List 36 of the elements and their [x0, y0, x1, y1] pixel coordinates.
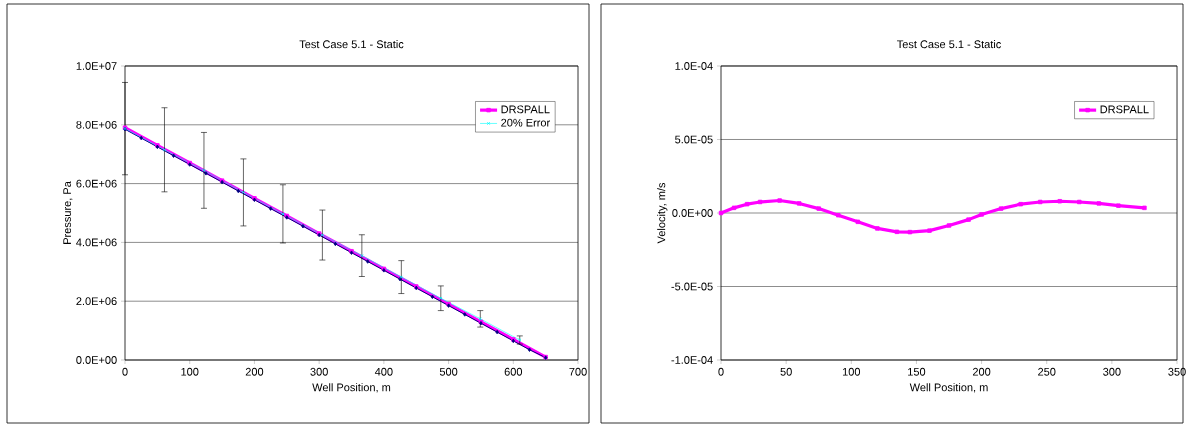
y-tick-label: -5.0E-05	[671, 282, 713, 291]
legend-label: DRSPALL	[501, 105, 550, 114]
x-tick-label: 200	[972, 367, 991, 376]
y-tick-label: 0.0E+00	[76, 356, 117, 364]
y-axis-title: Pressure, Pa	[63, 181, 73, 244]
legend-label: 20% Error	[501, 118, 550, 127]
x-tick-label: 0	[718, 367, 724, 376]
y-tick-label: 2.0E+06	[76, 297, 117, 306]
x-tick-label: 250	[1038, 367, 1056, 376]
y-tick-label: -1.0E-04	[671, 356, 713, 364]
x-tick-label: 700	[569, 367, 587, 376]
x-tick-label: 300	[310, 367, 328, 376]
chart-title: Test Case 5.1 - Static	[896, 40, 1001, 49]
x-tick-label: 0	[122, 367, 128, 376]
y-tick-label: 0.0E+00	[672, 209, 713, 217]
y-tick-label: 6.0E+06	[76, 179, 117, 188]
y-tick-label: 1.0E+07	[76, 62, 117, 70]
y-tick-label: 8.0E+06	[76, 120, 117, 129]
x-tick-label: 300	[1103, 367, 1121, 376]
x-tick-label: 600	[504, 367, 523, 376]
x-tick-label: 350	[1168, 367, 1186, 376]
x-tick-label: 500	[439, 367, 458, 376]
chart-title: Test Case 5.1 - Static	[299, 40, 404, 49]
y-tick-label: 5.0E-05	[675, 135, 713, 144]
y-tick-label: 1.0E-04	[675, 62, 713, 70]
y-axis-title: Velocity, m/s	[657, 182, 668, 244]
x-tick-label: 150	[908, 367, 926, 376]
x-tick-label: 50	[780, 367, 792, 376]
x-tick-label: 400	[374, 367, 393, 376]
x-axis-title: Well Position, m	[909, 383, 988, 393]
x-tick-label: 100	[181, 367, 199, 376]
x-tick-label: 100	[842, 367, 861, 376]
x-axis-title: Well Position, m	[312, 383, 391, 393]
legend-label: DRSPALL	[1100, 105, 1149, 114]
x-tick-label: 200	[245, 367, 264, 376]
y-tick-label: 4.0E+06	[76, 238, 117, 247]
